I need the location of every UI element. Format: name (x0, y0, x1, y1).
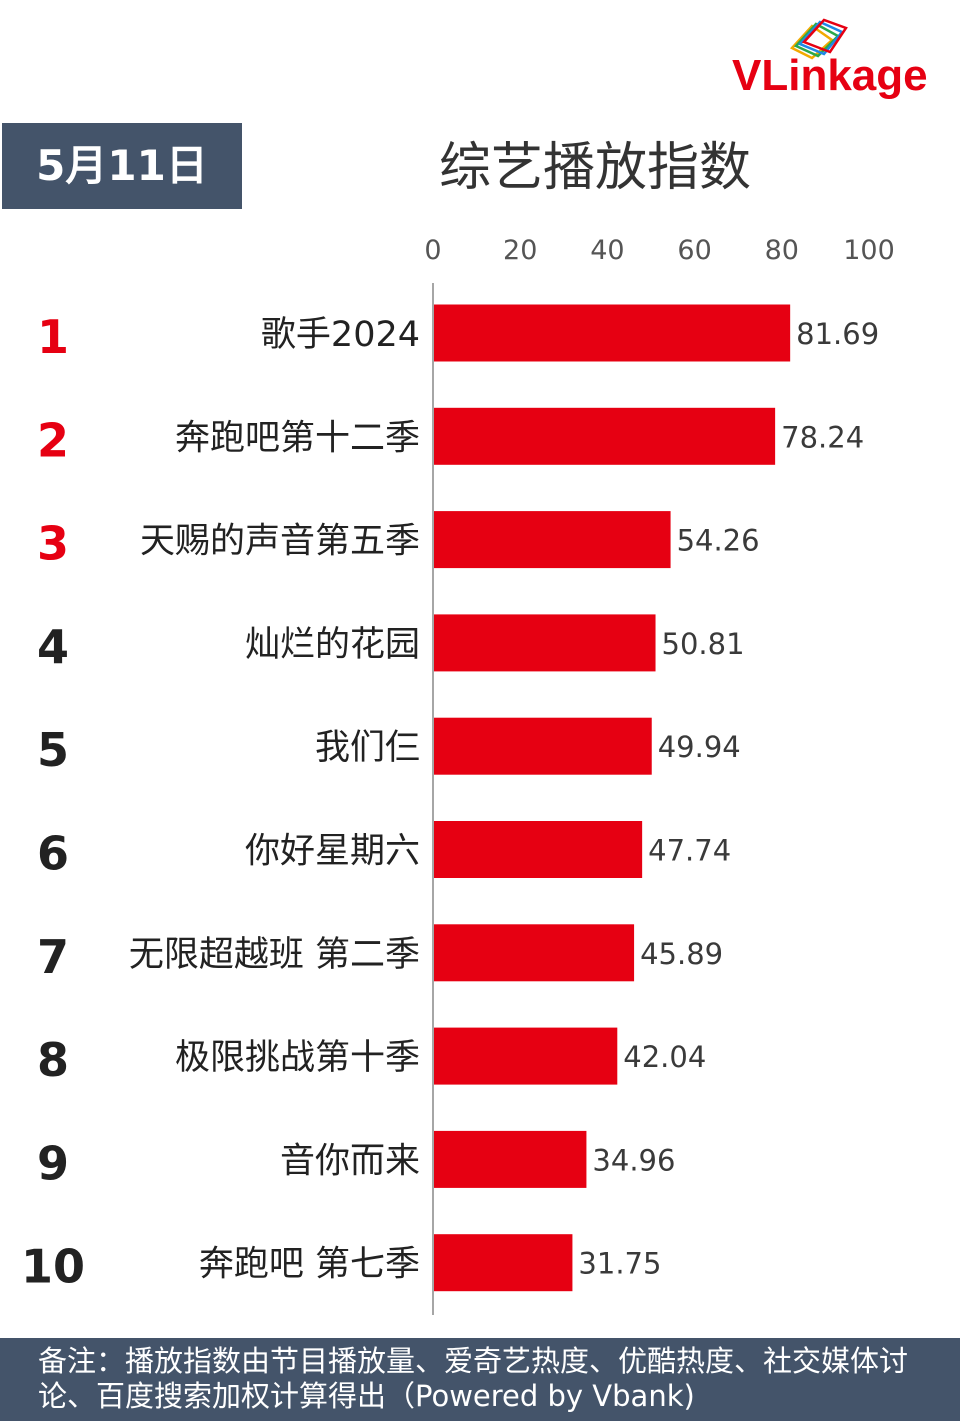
rank-label-3: 3 (37, 517, 69, 571)
value-label-3: 54.26 (677, 524, 760, 558)
bar-10 (434, 1234, 573, 1292)
x-tick-label-5: 100 (843, 235, 895, 266)
rank-label-7: 7 (37, 930, 69, 984)
value-label-2: 78.24 (781, 420, 864, 454)
value-label-9: 34.96 (592, 1143, 675, 1177)
x-tick-label-3: 60 (677, 235, 711, 266)
bar-2 (434, 407, 776, 465)
value-label-4: 50.81 (662, 627, 745, 661)
date-badge: 5月11日 (2, 123, 242, 209)
rank-label-2: 2 (37, 413, 69, 467)
chart-title: 综艺播放指数 (438, 138, 751, 198)
logo-wordmark: VLinkage (732, 51, 928, 100)
bar-9 (434, 1130, 587, 1188)
rank-label-6: 6 (37, 827, 69, 881)
x-tick-label-2: 40 (590, 235, 624, 266)
bar-8 (434, 1027, 618, 1085)
rank-label-8: 8 (37, 1033, 69, 1087)
bar-5 (434, 717, 652, 775)
category-label-9: 音你而来 (280, 1141, 420, 1181)
x-tick-label-0: 0 (424, 235, 441, 266)
value-label-10: 31.75 (578, 1247, 661, 1281)
rank-label-10: 10 (21, 1240, 85, 1294)
footer-note-bar: 备注：播放指数由节目播放量、爱奇艺热度、优酷热度、社交媒体讨论、百度搜索加权计算… (0, 1338, 960, 1421)
bar-6 (434, 821, 643, 878)
category-label-7: 无限超越班 第二季 (129, 935, 420, 975)
rank-label-4: 4 (37, 620, 69, 674)
value-label-8: 42.04 (623, 1040, 706, 1074)
category-label-4: 灿烂的花园 (245, 625, 420, 665)
value-label-6: 47.74 (648, 834, 731, 868)
category-label-8: 极限挑战第十季 (175, 1038, 420, 1078)
category-label-2: 奔跑吧第十二季 (175, 418, 420, 458)
rank-label-9: 9 (37, 1136, 69, 1190)
rank-label-5: 5 (37, 723, 69, 777)
value-label-1: 81.69 (796, 317, 879, 351)
bar-4 (434, 614, 656, 672)
bar-chart: 0 20 40 60 80 100 81.69 歌手2024 1 78.24 奔跑吧第十二季 2 54.… (21, 235, 895, 1315)
footer-note: 备注：播放指数由节目播放量、爱奇艺热度、优酷热度、社交媒体讨论、百度搜索加权计算… (38, 1344, 909, 1413)
vlinkage-logo: VLinkage (730, 18, 955, 108)
logo-cards-icon (789, 18, 848, 60)
bar-1 (434, 304, 791, 362)
category-label-3: 天赐的声音第五季 (140, 522, 420, 562)
category-label-6: 你好星期六 (245, 832, 420, 872)
value-label-7: 45.89 (640, 937, 723, 971)
bar-7 (434, 924, 635, 982)
x-tick-label-1: 20 (503, 235, 537, 266)
category-label-5: 我们仨 (315, 728, 420, 768)
rank-label-1: 1 (37, 310, 69, 364)
bar-3 (434, 511, 671, 569)
category-label-1: 歌手2024 (261, 315, 420, 355)
x-tick-label-4: 80 (765, 235, 799, 266)
category-label-10: 奔跑吧 第七季 (199, 1245, 420, 1285)
value-label-5: 49.94 (658, 730, 741, 764)
